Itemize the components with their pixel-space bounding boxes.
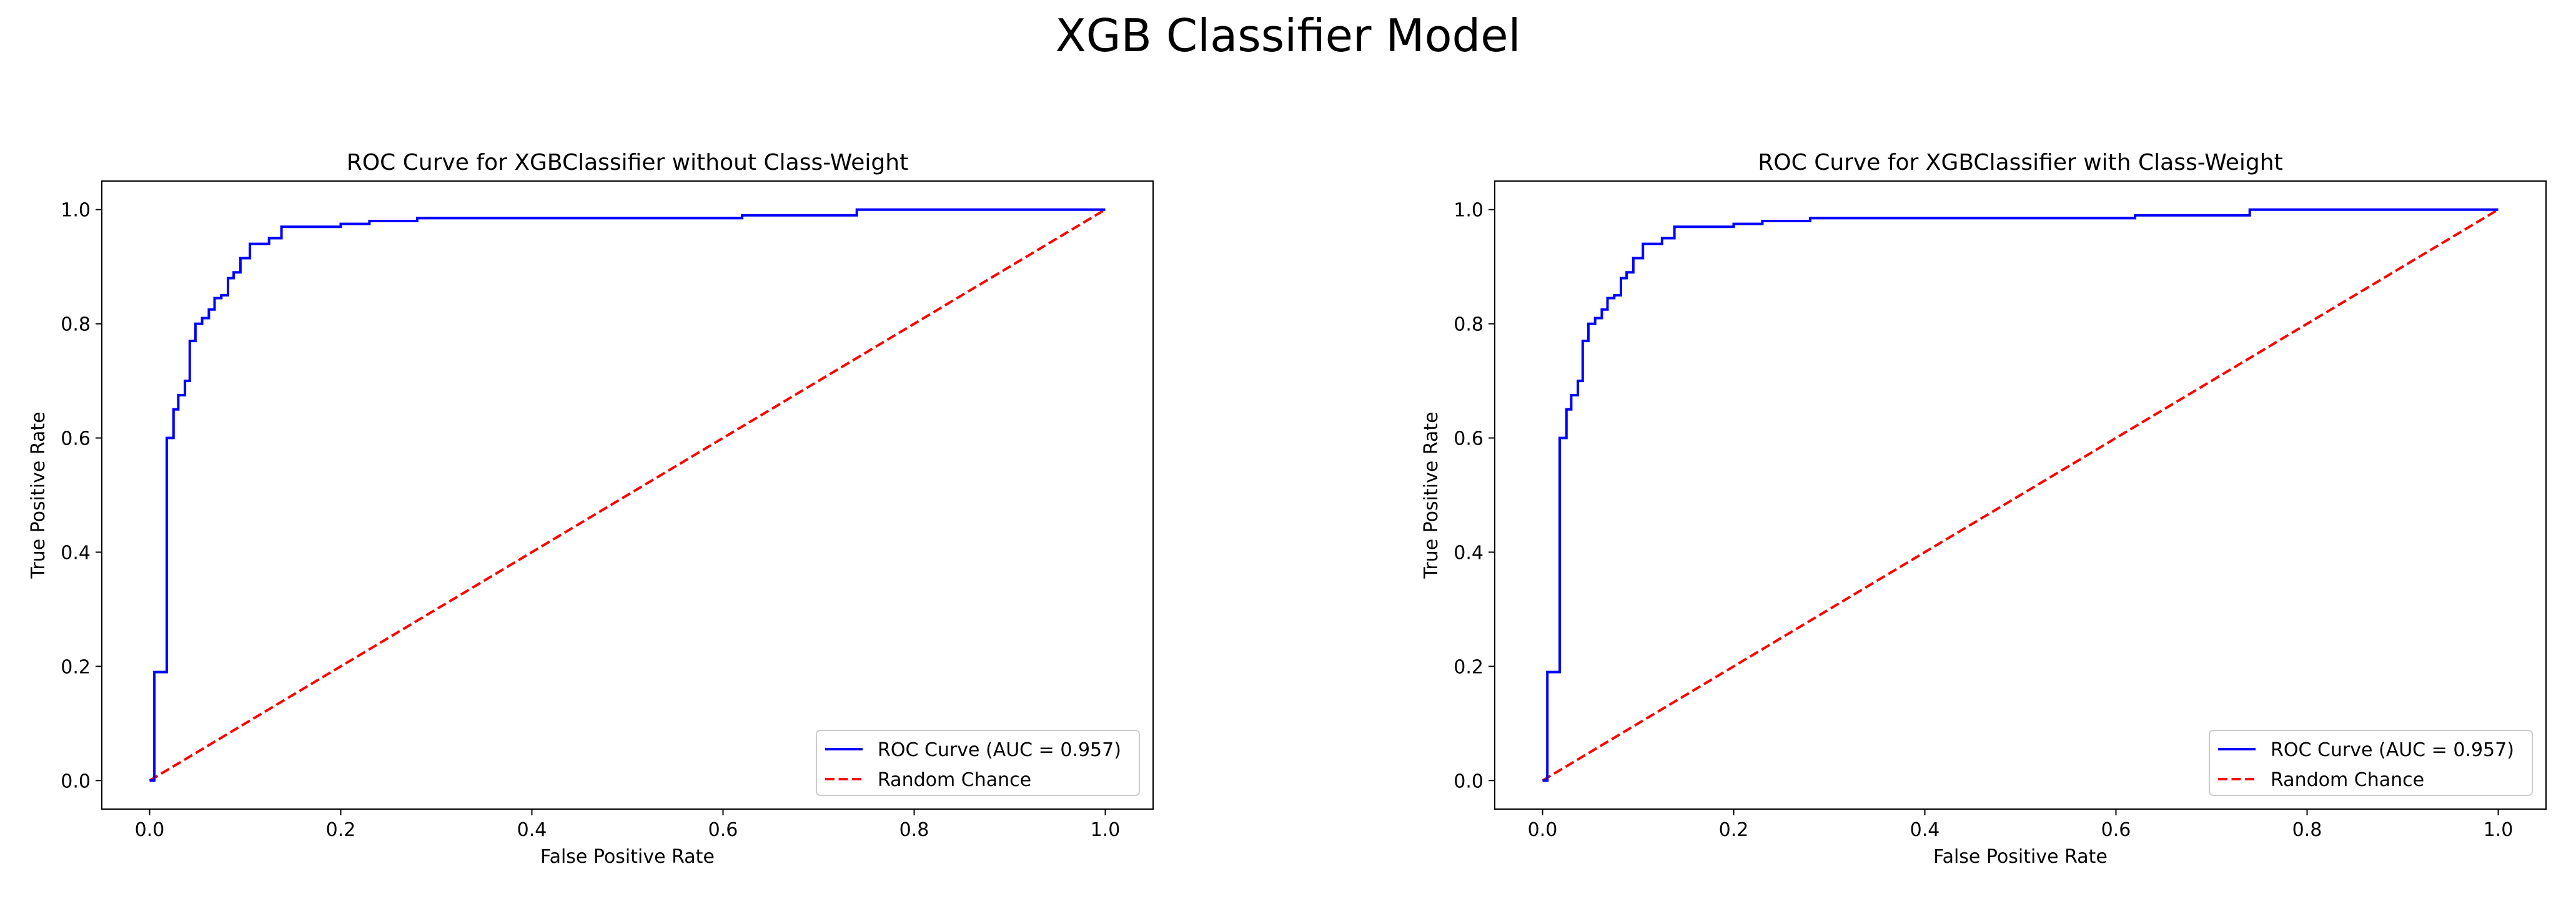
legend-label-random: Random Chance [878,769,1031,791]
y-tick-label: 0.8 [1454,314,1484,336]
x-tick-label: 0.8 [899,819,929,841]
chart-title: ROC Curve for XGBClassifier with Class-W… [1758,150,2282,175]
chart-title: ROC Curve for XGBClassifier without Clas… [347,150,908,175]
y-tick-label: 0.0 [1454,770,1484,792]
legend-box [2209,730,2533,796]
x-tick-label: 0.0 [1528,819,1558,841]
y-tick-label: 0.2 [1454,656,1484,678]
y-tick-label: 0.4 [61,542,91,564]
y-tick-label: 0.2 [61,656,91,678]
y-tick-label: 0.6 [1454,428,1484,450]
axes-frame [1494,180,2547,810]
y-tick-label: 0.6 [61,428,91,450]
roc-chart-1: ROC Curve for XGBClassifier without Clas… [27,150,1154,868]
y-axis-label: True Positive Rate [1420,411,1442,579]
y-tick-label: 0.0 [61,770,91,792]
figure-suptitle: XGB Classifier Model [1055,9,1520,62]
roc-chart-2: ROC Curve for XGBClassifier with Class-W… [1420,150,2547,868]
y-tick-label: 0.4 [1454,542,1484,564]
legend-label-roc: ROC Curve (AUC = 0.957) [878,739,1121,761]
x-axis-label: False Positive Rate [540,846,715,868]
x-tick-label: 0.4 [517,819,547,841]
y-tick-label: 1.0 [61,200,91,222]
random-chance-line [149,208,1106,782]
x-tick-label: 0.4 [1910,819,1940,841]
y-tick-label: 0.8 [61,314,91,336]
x-tick-label: 1.0 [2484,819,2514,841]
plot-area [149,208,1106,782]
y-axis-label: True Positive Rate [27,411,49,579]
x-tick-label: 0.6 [2101,819,2131,841]
legend: ROC Curve (AUC = 0.957) Random Chance [2209,730,2533,796]
y-tick-label: 1.0 [1454,200,1484,222]
legend-label-random: Random Chance [2271,769,2424,791]
roc-curve-line [1542,208,2499,782]
roc-curve-line [149,208,1106,782]
axes-frame [101,180,1154,810]
x-tick-label: 0.6 [708,819,738,841]
x-tick-label: 1.0 [1091,819,1121,841]
x-tick-label: 0.8 [2292,819,2322,841]
x-axis-label: False Positive Rate [1933,846,2108,868]
legend-label-roc: ROC Curve (AUC = 0.957) [2271,739,2514,761]
legend-box [816,730,1140,796]
x-tick-label: 0.2 [326,819,356,841]
x-tick-label: 0.0 [135,819,165,841]
x-tick-label: 0.2 [1719,819,1749,841]
plot-area [1542,208,2499,782]
legend: ROC Curve (AUC = 0.957) Random Chance [816,730,1140,796]
random-chance-line [1542,208,2499,782]
